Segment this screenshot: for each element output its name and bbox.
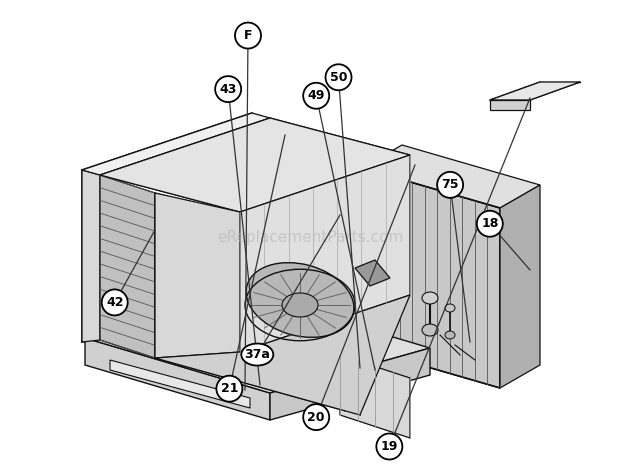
Polygon shape xyxy=(100,118,410,212)
Text: 43: 43 xyxy=(219,82,237,96)
Polygon shape xyxy=(490,82,580,100)
Circle shape xyxy=(437,172,463,198)
Polygon shape xyxy=(82,170,100,342)
Polygon shape xyxy=(100,118,410,212)
Text: F: F xyxy=(244,29,252,42)
Polygon shape xyxy=(82,113,270,175)
Ellipse shape xyxy=(282,293,318,317)
Ellipse shape xyxy=(422,324,438,336)
Polygon shape xyxy=(155,295,410,415)
Polygon shape xyxy=(500,185,540,388)
Ellipse shape xyxy=(241,344,273,365)
Circle shape xyxy=(235,23,261,48)
Polygon shape xyxy=(490,100,530,110)
Polygon shape xyxy=(85,338,270,420)
Ellipse shape xyxy=(445,331,455,339)
Polygon shape xyxy=(155,193,240,358)
Circle shape xyxy=(303,83,329,109)
Text: 18: 18 xyxy=(481,217,498,230)
Circle shape xyxy=(216,376,242,401)
Circle shape xyxy=(477,211,503,237)
Polygon shape xyxy=(110,360,250,408)
Polygon shape xyxy=(100,175,155,358)
Text: eReplacementParts.com: eReplacementParts.com xyxy=(217,229,403,245)
Text: 21: 21 xyxy=(221,382,238,395)
Polygon shape xyxy=(155,193,360,415)
Ellipse shape xyxy=(422,292,438,304)
Text: 19: 19 xyxy=(381,440,398,453)
Circle shape xyxy=(376,434,402,459)
Circle shape xyxy=(102,290,128,315)
Circle shape xyxy=(326,64,352,90)
Circle shape xyxy=(215,76,241,102)
Text: 20: 20 xyxy=(308,410,325,424)
Circle shape xyxy=(303,404,329,430)
Text: 50: 50 xyxy=(330,71,347,84)
Polygon shape xyxy=(362,168,500,388)
Polygon shape xyxy=(85,293,430,393)
Polygon shape xyxy=(240,155,410,352)
Ellipse shape xyxy=(445,304,455,312)
Text: 42: 42 xyxy=(106,296,123,309)
Text: 49: 49 xyxy=(308,89,325,102)
Polygon shape xyxy=(270,348,430,420)
Polygon shape xyxy=(362,145,540,208)
Polygon shape xyxy=(340,355,410,438)
Polygon shape xyxy=(355,260,390,286)
Text: 37a: 37a xyxy=(244,348,270,361)
Text: 75: 75 xyxy=(441,178,459,191)
Ellipse shape xyxy=(246,263,354,337)
